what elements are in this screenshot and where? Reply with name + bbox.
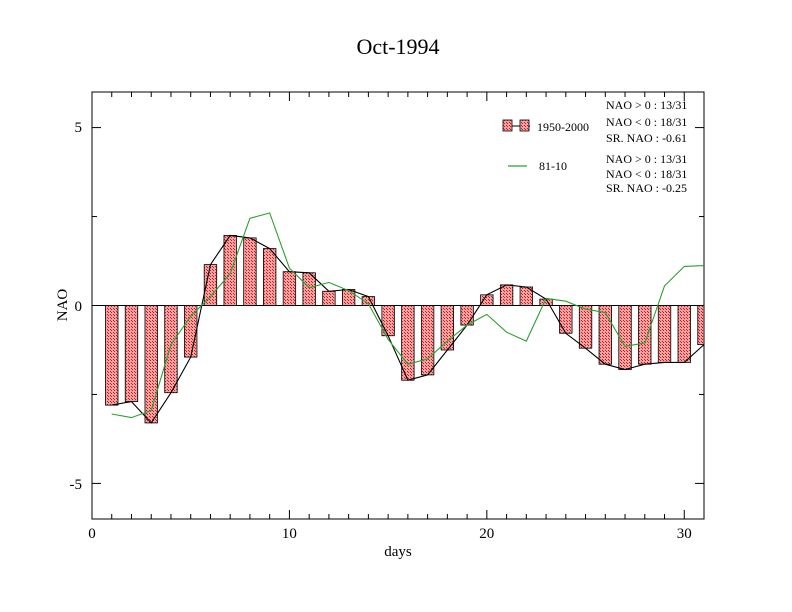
annotation-1-line-2: NAO < 0 : 18/31 [606, 115, 687, 129]
y-axis-label: NAO [55, 289, 71, 322]
bar-day-29 [657, 305, 672, 363]
bar-day-2 [124, 305, 139, 402]
bar-day-4 [164, 305, 178, 394]
bar-day-9 [263, 248, 277, 306]
line-1950-2000 [111, 234, 705, 424]
x-axis-label: days [384, 544, 412, 560]
bar-day-10 [282, 271, 297, 306]
chart-title: Oct-1994 [356, 34, 439, 59]
bar-day-26 [598, 305, 612, 365]
x-tick-label-20: 20 [479, 526, 494, 542]
x-tick-label-0: 0 [88, 526, 96, 542]
bar-day-3 [144, 305, 158, 424]
bar-day-21 [499, 284, 514, 306]
bar-day-5 [184, 305, 198, 358]
bar-day-31 [697, 305, 705, 346]
bar-day-28 [638, 305, 652, 365]
legend-label-1950-2000: 1950-2000 [537, 120, 589, 134]
annotation-1-line-3: SR. NAO : -0.61 [606, 131, 687, 145]
legend-bar-swatch-2 [519, 119, 530, 132]
bar-day-18 [440, 305, 455, 351]
legend-label-81-10: 81-10 [539, 159, 567, 173]
line-series [111, 212, 705, 424]
line-81-10 [111, 212, 705, 419]
bar-day-20 [480, 294, 494, 306]
y-tick-label-neg5: -5 [70, 477, 83, 493]
bar-day-8 [243, 237, 257, 306]
bar-day-7 [223, 235, 237, 306]
bar-day-17 [420, 305, 435, 376]
y-tick-label-0: 0 [75, 299, 83, 315]
bar-day-24 [559, 305, 573, 334]
axis-ticks [91, 92, 705, 519]
bar-day-11 [302, 272, 316, 306]
legend-bar-swatch [502, 119, 513, 132]
bar-day-1 [105, 305, 119, 406]
legend: 1950-2000 81-10 NAO > 0 : 13/31 NAO < 0 … [502, 98, 687, 195]
bar-day-25 [578, 305, 593, 349]
bar-day-13 [341, 289, 356, 306]
annotation-2-line-3: SR. NAO : -0.25 [606, 181, 687, 195]
annotation-2-line-1: NAO > 0 : 13/31 [606, 152, 687, 166]
bar-day-12 [322, 290, 336, 306]
x-tick-label-30: 30 [677, 526, 692, 542]
annotation-1-line-1: NAO > 0 : 13/31 [606, 98, 687, 112]
bar-day-30 [677, 305, 691, 363]
bar-day-27 [618, 305, 632, 370]
annotation-2-line-2: NAO < 0 : 18/31 [606, 167, 687, 181]
bar-series-1950-2000 [105, 235, 705, 424]
y-tick-label-5: 5 [75, 120, 83, 136]
x-tick-label-10: 10 [282, 526, 297, 542]
